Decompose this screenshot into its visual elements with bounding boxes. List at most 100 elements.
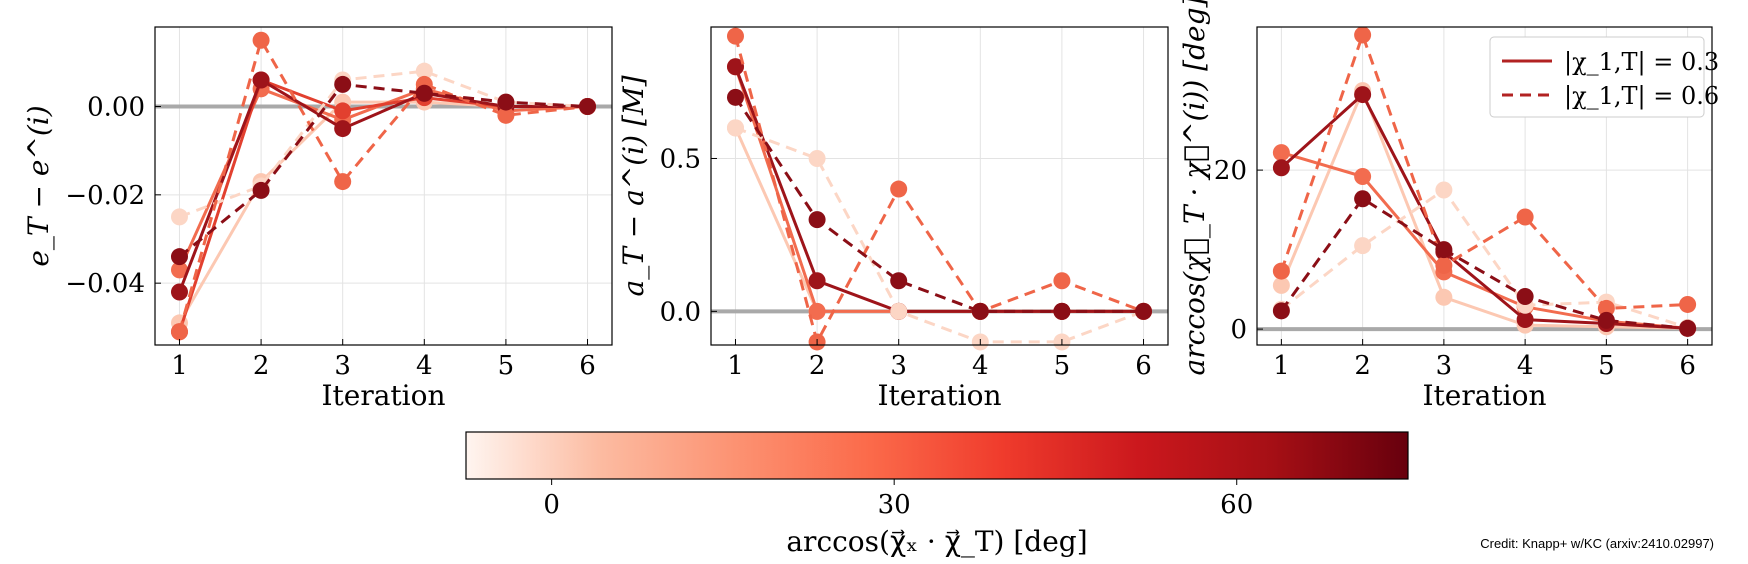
data-point	[1679, 319, 1697, 337]
x-tick-label: 6	[579, 351, 596, 381]
colorbar-tick-label: 60	[1220, 490, 1253, 520]
x-tick-label: 1	[1273, 351, 1290, 381]
y-tick-label: 0.0	[660, 297, 701, 327]
series-line	[734, 35, 1145, 344]
data-point	[1272, 302, 1290, 320]
legend-label: |χ_1,T| = 0.6	[1564, 82, 1719, 111]
data-point	[252, 31, 270, 49]
axes-frame	[710, 26, 1169, 346]
x-tick-label: 5	[1054, 351, 1071, 381]
data-point	[1272, 262, 1290, 280]
series-6	[1272, 190, 1697, 337]
series-6	[726, 88, 1153, 320]
data-point	[1272, 159, 1290, 177]
series-7	[170, 75, 597, 266]
data-point	[1435, 288, 1453, 306]
series-line	[178, 82, 588, 258]
x-tick-label: 5	[498, 351, 515, 381]
data-point	[415, 84, 433, 102]
data-point	[334, 102, 352, 120]
data-point	[334, 120, 352, 138]
data-point	[1354, 26, 1372, 44]
data-point	[1354, 190, 1372, 208]
y-tick-label: −0.02	[65, 181, 145, 211]
data-point	[497, 106, 515, 124]
y-tick-label: 0.5	[660, 144, 701, 174]
data-point	[1679, 295, 1697, 313]
colorbar: 0 30 60 arccos(χ⃗ₓ · χ⃗_T) [deg]	[465, 431, 1409, 558]
x-tick-label: 5	[1598, 351, 1615, 381]
data-point	[1516, 288, 1534, 306]
data-point	[1354, 86, 1372, 104]
x-tick-label: 6	[1135, 351, 1152, 381]
data-point	[252, 71, 270, 89]
series-line	[1279, 33, 1688, 310]
x-axis-label: Iteration	[321, 379, 445, 412]
x-tick-label: 3	[890, 351, 907, 381]
x-tick-label: 2	[253, 351, 270, 381]
y-axis-label: a_T − a^(i) [M]	[617, 75, 650, 296]
plot-area	[155, 27, 612, 345]
data-point	[170, 323, 188, 341]
chart-panel-1: 1 2 3 4 5 6 0.00 −0.02 −0.04 Iteration e_T − e^(i)	[22, 26, 613, 412]
chart-panel-3: 1 2 3 4 5 6 20 0 Iteration arccos(χ⃗_T · χ⃗^(i)) …	[1178, 0, 1719, 412]
series-line	[734, 96, 1144, 313]
data-point	[1516, 208, 1534, 226]
data-point	[334, 75, 352, 93]
data-point	[808, 302, 826, 320]
chart-panel-2: 1 2 3 4 5 6 0.5 0.0 Iteration a_T − a^(i) [M]	[617, 26, 1169, 412]
series-6	[170, 31, 597, 341]
data-point	[170, 248, 188, 266]
series-line	[1280, 151, 1688, 330]
data-point	[1354, 237, 1372, 255]
series-line	[734, 126, 1145, 344]
data-point	[1053, 302, 1071, 320]
x-tick-label: 1	[727, 351, 744, 381]
legend: |χ_1,T| = 0.3 |χ_1,T| = 0.6	[1489, 36, 1719, 118]
y-axis-label: arccos(χ⃗_T · χ⃗^(i)) [deg]	[1178, 0, 1211, 375]
axes-frame	[1256, 26, 1713, 346]
series-line	[178, 38, 588, 333]
y-tick-label: 20	[1214, 156, 1247, 186]
credit-text: Credit: Knapp+ w/KC (arxiv:2410.02997)	[1480, 536, 1714, 551]
data-point	[1135, 302, 1153, 320]
data-point	[415, 62, 433, 80]
data-point	[890, 272, 908, 290]
y-tick-label: 0.00	[87, 93, 145, 123]
data-point	[252, 181, 270, 199]
y-tick-label: −0.04	[65, 269, 145, 299]
x-tick-label: 4	[416, 351, 433, 381]
series-line	[1280, 89, 1688, 330]
data-point	[1272, 276, 1290, 294]
colorbar-gradient	[465, 431, 1409, 480]
data-point	[334, 173, 352, 191]
x-tick-label: 1	[171, 351, 188, 381]
data-point	[1354, 167, 1372, 185]
data-point	[1272, 144, 1290, 162]
data-point	[890, 302, 908, 320]
y-tick-label: 0	[1230, 315, 1247, 345]
data-point	[579, 98, 597, 115]
y-axis-label: e_T − e^(i)	[22, 105, 55, 266]
data-point	[1516, 311, 1534, 329]
data-point	[808, 211, 826, 229]
data-point	[808, 149, 826, 167]
data-point	[1597, 311, 1615, 329]
data-point	[1435, 241, 1453, 259]
series-5	[1272, 26, 1697, 317]
x-axis-label: Iteration	[877, 379, 1001, 412]
data-point	[170, 208, 188, 226]
x-tick-label: 2	[1354, 351, 1371, 381]
data-point	[726, 27, 744, 45]
x-tick-label: 4	[972, 351, 989, 381]
series-line	[1280, 93, 1688, 330]
colorbar-tick-label: 0	[543, 490, 560, 520]
legend-box	[1489, 36, 1705, 118]
x-axis-label: Iteration	[1422, 379, 1546, 412]
data-point	[726, 119, 744, 137]
x-tick-label: 4	[1517, 351, 1534, 381]
data-point	[726, 88, 744, 106]
data-point	[170, 283, 188, 301]
x-tick-label: 2	[809, 351, 826, 381]
series-line	[178, 78, 588, 293]
